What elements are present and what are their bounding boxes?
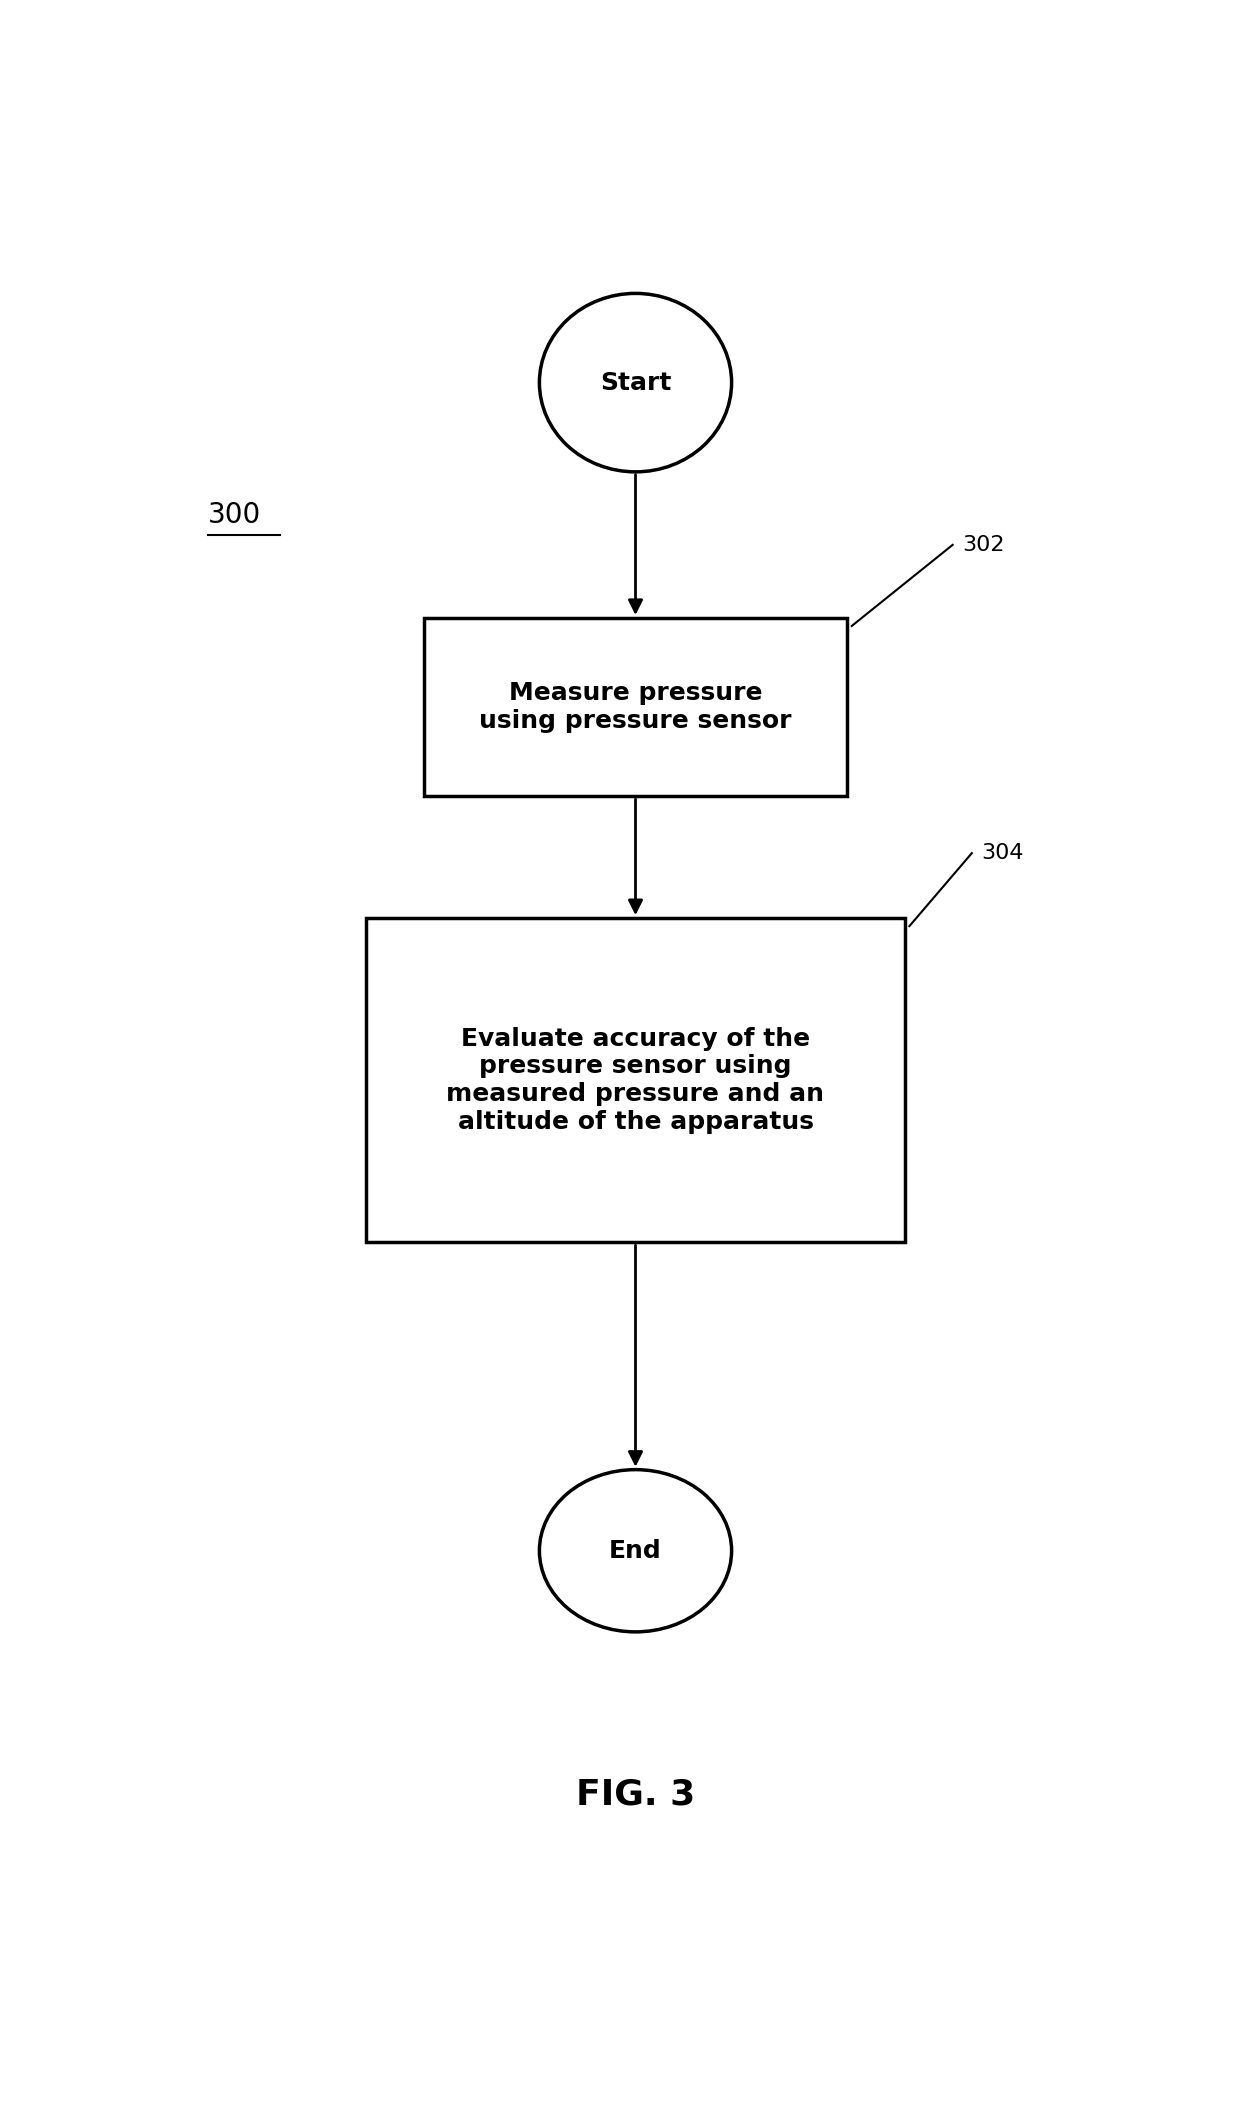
Bar [367,919,905,1243]
Text: Start: Start [600,371,671,394]
Text: End: End [609,1538,662,1563]
Text: 300: 300 [208,501,262,529]
Text: Measure pressure
using pressure sensor: Measure pressure using pressure sensor [479,681,792,733]
Text: 304: 304 [982,843,1024,864]
Text: 302: 302 [962,535,1004,554]
Text: FIG. 3: FIG. 3 [575,1776,696,1812]
Text: Evaluate accuracy of the
pressure sensor using
measured pressure and an
altitude: Evaluate accuracy of the pressure sensor… [446,1026,825,1134]
Bar [424,617,847,796]
